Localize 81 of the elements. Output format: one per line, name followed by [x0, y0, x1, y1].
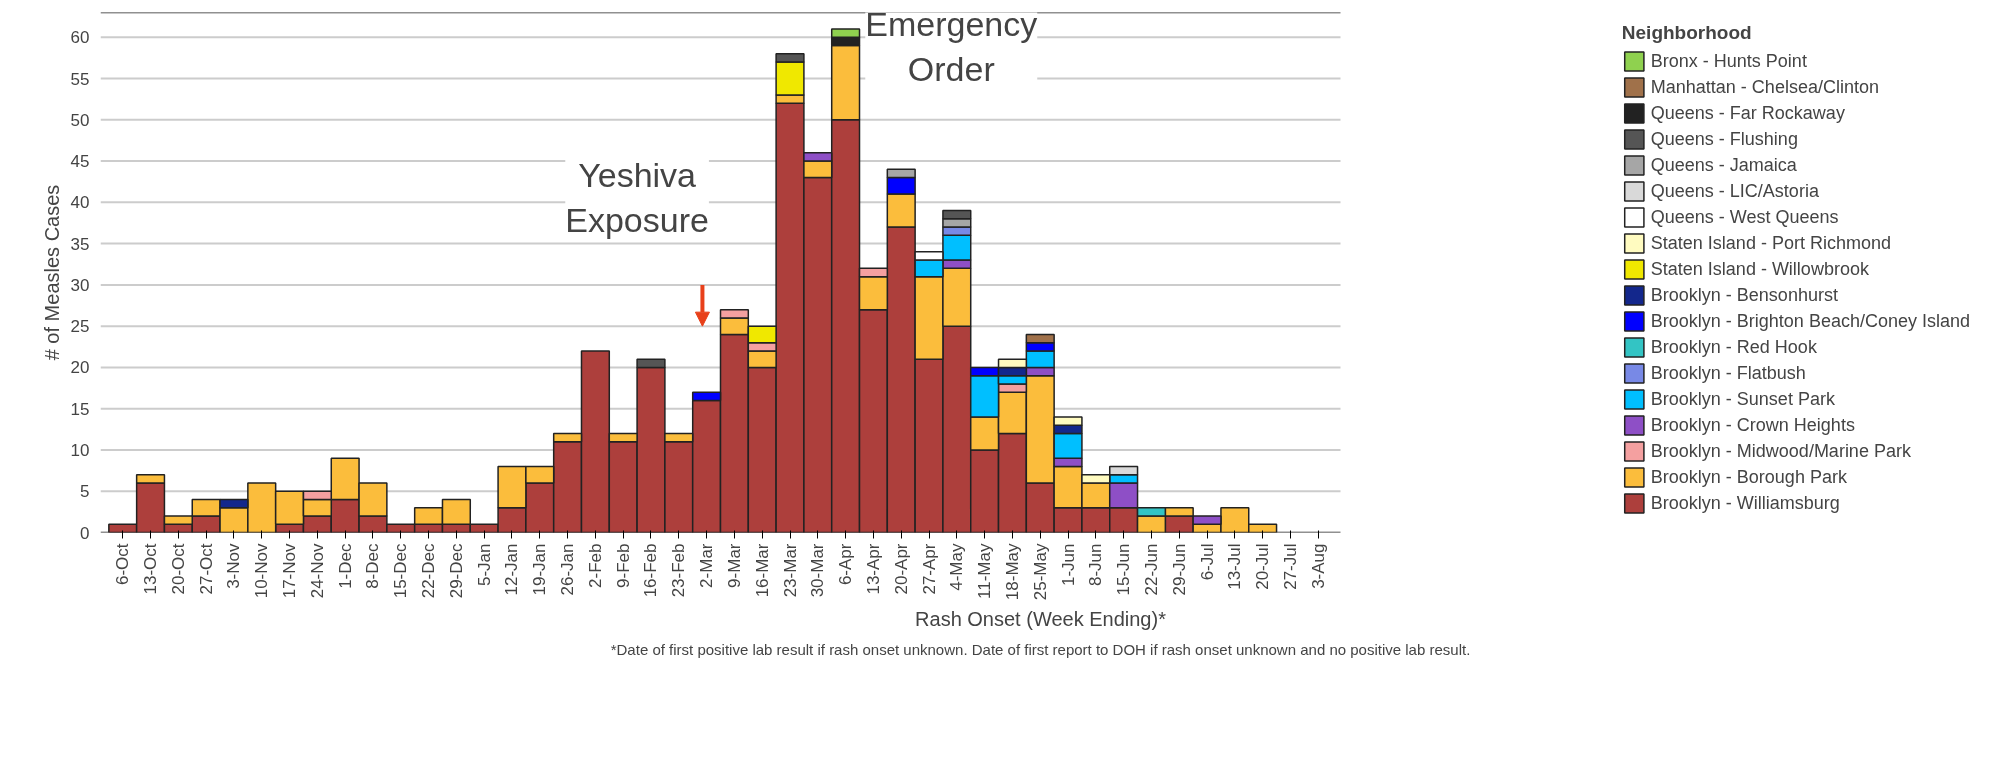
x-tick-label: 13-Jul	[1225, 543, 1245, 590]
x-tick-label: 8-Jun	[1086, 543, 1106, 587]
legend-label: Staten Island - Port Richmond	[1650, 231, 1891, 255]
y-tick-label: 5	[80, 482, 90, 502]
y-tick-label: 10	[70, 440, 90, 460]
x-tick-label: 11-May	[975, 543, 995, 599]
legend-label: Brooklyn - Brighton Beach/Coney Island	[1650, 309, 1970, 333]
x-tick-label: 23-Feb	[669, 543, 689, 598]
x-tick-label: 6-Oct	[113, 543, 133, 586]
x-tick-label: 2-Feb	[585, 543, 605, 588]
y-tick-label: 40	[70, 193, 90, 213]
legend-title: Neighborhood	[1621, 22, 1753, 44]
x-tick-label: 27-Jul	[1280, 543, 1300, 590]
x-tick-label: 22-Dec	[419, 543, 439, 599]
legend-label: Brooklyn - Williamsburg	[1650, 491, 1840, 515]
y-tick-label: 30	[70, 275, 90, 295]
x-tick-label: 12-Jan	[502, 543, 522, 596]
x-tick-label: 27-Apr	[919, 543, 939, 595]
x-tick-label: 13-Oct	[141, 543, 161, 595]
x-tick-label: 29-Jun	[1169, 543, 1189, 596]
legend-label: Brooklyn - Sunset Park	[1650, 387, 1835, 411]
x-tick-label: 18-May	[1002, 543, 1022, 601]
legend-label: Queens - Jamaica	[1650, 153, 1797, 177]
legend-label: Queens - Flushing	[1650, 127, 1798, 151]
x-tick-label: 20-Apr	[891, 543, 911, 595]
x-tick-label: 26-Jan	[558, 543, 578, 596]
y-axis-title: # of Measles Cases	[40, 184, 63, 361]
x-tick-label: 15-Jun	[1114, 543, 1134, 596]
legend-label: Bronx - Hunts Point	[1650, 49, 1807, 73]
x-tick-label: 15-Dec	[391, 543, 411, 599]
y-tick-label: 20	[70, 358, 90, 378]
x-tick-label: 8-Dec	[363, 543, 383, 589]
x-tick-label: 20-Jul	[1253, 543, 1273, 590]
x-tick-label: 10-Nov	[252, 543, 272, 599]
legend-label: Brooklyn - Flatbush	[1650, 361, 1806, 385]
x-tick-label: 5-Jan	[474, 543, 494, 587]
y-tick-label: 45	[70, 152, 90, 172]
x-tick-label: 19-Jan	[530, 543, 550, 596]
x-tick-label: 9-Mar	[724, 543, 744, 588]
x-tick-label: 9-Feb	[613, 543, 633, 588]
legend-label: Brooklyn - Midwood/Marine Park	[1650, 439, 1911, 463]
y-tick-label: 0	[80, 523, 90, 543]
x-tick-label: 27-Oct	[196, 543, 216, 595]
x-tick-label: 6-Jul	[1197, 543, 1217, 581]
x-tick-label: 24-Nov	[307, 543, 327, 599]
legend-label: Brooklyn - Bensonhurst	[1650, 283, 1838, 307]
legend-label: Queens - Far Rockaway	[1650, 101, 1845, 125]
legend-label: Brooklyn - Borough Park	[1650, 465, 1847, 489]
legend-label: Manhattan - Chelsea/Clinton	[1650, 75, 1879, 99]
legend-label: Queens - LIC/Astoria	[1650, 179, 1819, 203]
x-tick-label: 16-Mar	[752, 543, 772, 598]
x-tick-label: 29-Dec	[446, 543, 466, 599]
y-tick-label: 35	[70, 234, 90, 254]
y-tick-label: 50	[70, 110, 90, 130]
x-tick-label: 16-Feb	[641, 543, 661, 598]
x-tick-label: 1-Jun	[1058, 543, 1078, 587]
x-tick-label: 13-Apr	[863, 543, 883, 595]
x-tick-label: 3-Nov	[224, 543, 244, 589]
x-tick-label: 25-May	[1030, 543, 1050, 601]
y-tick-label: 60	[70, 28, 90, 48]
legend-label: Queens - West Queens	[1650, 205, 1839, 229]
x-tick-label: 23-Mar	[780, 543, 800, 598]
annotation: Emergency Order	[865, 4, 1038, 89]
x-tick-label: 2-Mar	[697, 543, 717, 588]
x-tick-label: 1-Dec	[335, 543, 355, 589]
text: *Date of first positive lab result if rash onset unknown. Date of first report to DOH if rash onset unknown and no positive lab result.	[610, 640, 1471, 658]
annotation: Yeshiva Exposure	[565, 155, 709, 240]
legend-label: Brooklyn - Crown Heights	[1650, 413, 1855, 437]
x-axis-title: Rash Onset (Week Ending)*	[915, 608, 1167, 631]
y-tick-label: 25	[70, 317, 90, 337]
legend-label: Brooklyn - Red Hook	[1650, 335, 1817, 359]
x-tick-label: 3-Aug	[1308, 543, 1328, 589]
x-tick-label: 22-Jun	[1141, 543, 1161, 596]
y-tick-label: 15	[70, 399, 90, 419]
y-tick-label: 55	[70, 69, 90, 89]
x-tick-label: 17-Nov	[280, 543, 300, 599]
x-tick-label: 6-Apr	[836, 543, 856, 586]
x-tick-label: 20-Oct	[168, 543, 188, 595]
x-tick-label: 4-May	[947, 543, 967, 591]
legend-label: Staten Island - Willowbrook	[1650, 257, 1869, 281]
x-tick-label: 30-Mar	[808, 543, 828, 598]
